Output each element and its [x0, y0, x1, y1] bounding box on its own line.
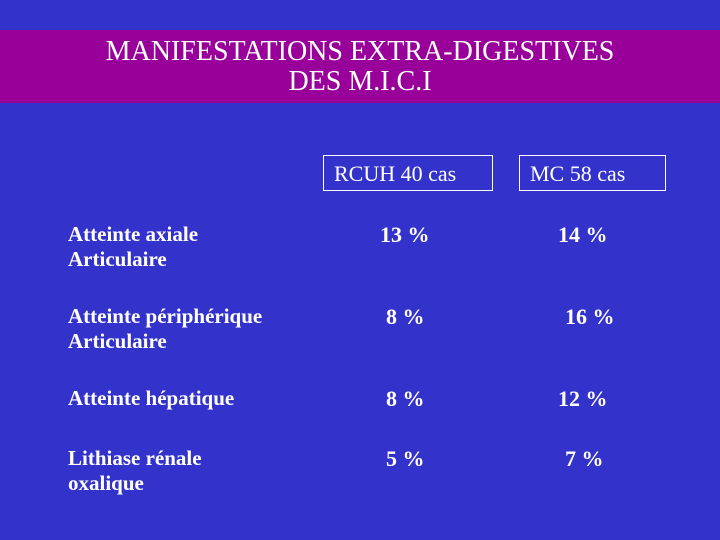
slide-title-line-1: MANIFESTATIONS EXTRA-DIGESTIVES — [105, 36, 615, 67]
title-bar: MANIFESTATIONS EXTRA-DIGESTIVES DES M.I.… — [0, 30, 720, 103]
cell-mc-peripherique: 16 % — [565, 304, 615, 329]
row-label-lithiase: Lithiase rénale oxalique — [68, 446, 202, 496]
row-label-line-1: Atteinte hépatique — [68, 386, 235, 410]
slide-title-line-2: DES M.I.C.I — [288, 66, 432, 97]
row-label-peripherique: Atteinte périphérique Articulaire — [68, 304, 262, 354]
column-header-mc: MC 58 cas — [519, 155, 666, 191]
row-label-axiale: Atteinte axiale Articulaire — [68, 222, 198, 272]
cell-rcuh-peripherique: 8 % — [386, 304, 425, 329]
row-label-line-2: Articulaire — [68, 329, 167, 353]
row-label-line-1: Lithiase rénale — [68, 446, 202, 470]
cell-rcuh-axiale: 13 % — [380, 222, 430, 247]
row-label-line-2: Articulaire — [68, 247, 167, 271]
row-label-hepatique: Atteinte hépatique — [68, 386, 234, 411]
row-label-line-2: oxalique — [68, 471, 144, 495]
cell-mc-lithiase: 7 % — [565, 446, 604, 471]
row-label-line-1: Atteinte périphérique — [68, 304, 263, 328]
cell-mc-hepatique: 12 % — [558, 386, 608, 411]
cell-rcuh-hepatique: 8 % — [386, 386, 425, 411]
cell-rcuh-lithiase: 5 % — [386, 446, 425, 471]
row-label-line-1: Atteinte axiale — [68, 222, 199, 246]
cell-mc-axiale: 14 % — [558, 222, 608, 247]
column-header-rcuh: RCUH 40 cas — [323, 155, 493, 191]
